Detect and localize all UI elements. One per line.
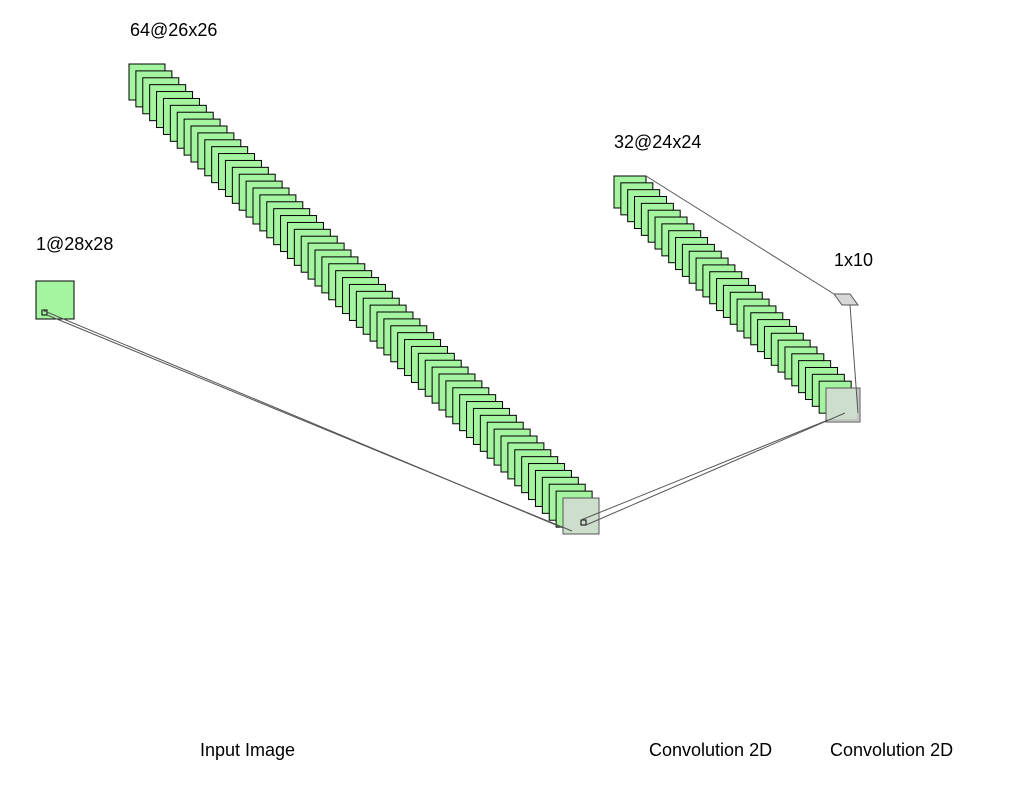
conv2-to-output-connector <box>645 175 835 295</box>
input-caption: Input Image <box>200 740 296 760</box>
conv1-shape-label: 64@26x26 <box>130 20 218 40</box>
input-layer <box>35 280 75 320</box>
connector-lines <box>41 175 859 532</box>
conv2-kernel-box <box>825 387 861 423</box>
output-caption: Convolution 2D <box>830 740 954 760</box>
conv1-to-conv2-connector <box>580 419 829 521</box>
output-layer <box>833 293 859 306</box>
conv1-kernel-window <box>580 519 587 526</box>
output-shape-label: 1x10 <box>834 250 874 270</box>
conv2-layer-stack <box>613 175 861 423</box>
input-to-conv1-connector <box>46 314 573 532</box>
conv2-caption: Convolution 2D <box>649 740 773 760</box>
conv2-shape-label: 32@24x24 <box>614 132 702 152</box>
conv2-to-output-connector <box>849 304 859 414</box>
conv1-to-conv2-connector <box>585 412 846 526</box>
conv1-layer-stack <box>128 63 600 535</box>
output-plane <box>833 293 859 306</box>
input-shape-label: 1@28x28 <box>36 234 114 254</box>
conv1-kernel-box <box>562 497 600 535</box>
